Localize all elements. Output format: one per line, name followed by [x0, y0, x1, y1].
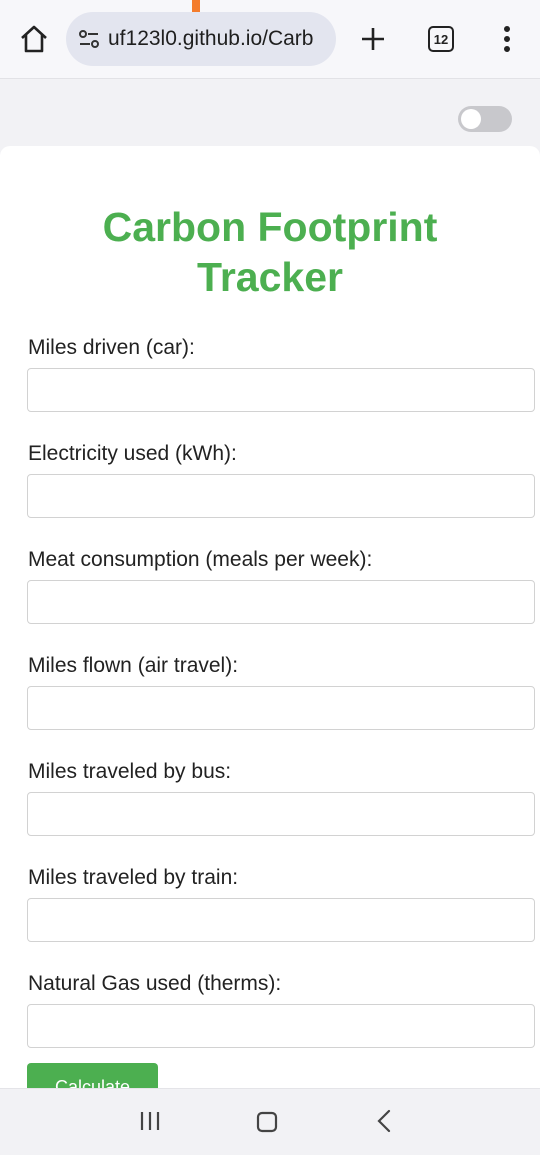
meat-consumption-input[interactable] [27, 580, 535, 624]
miles-driven-input[interactable] [27, 368, 535, 412]
address-bar[interactable]: uf123l0.github.io/Carb [66, 12, 336, 66]
home-icon [256, 1111, 278, 1133]
toggle-knob [461, 109, 481, 129]
train-miles-label: Miles traveled by train: [28, 866, 239, 889]
theme-toggle[interactable] [458, 106, 512, 132]
tab-count: 12 [433, 31, 449, 47]
natural-gas-input[interactable] [27, 1004, 535, 1048]
browser-toolbar: uf123l0.github.io/Carb 12 [0, 0, 540, 79]
system-nav-bar [0, 1088, 540, 1155]
miles-flown-input[interactable] [27, 686, 535, 730]
home-icon [21, 25, 47, 53]
back-icon [377, 1109, 391, 1133]
system-home-button[interactable] [255, 1110, 279, 1134]
miles-driven-label: Miles driven (car): [28, 336, 195, 359]
electricity-label: Electricity used (kWh): [28, 442, 237, 465]
more-vert-icon [504, 26, 510, 52]
url-text[interactable]: uf123l0.github.io/Carb [108, 27, 314, 50]
system-back-button[interactable] [372, 1108, 396, 1134]
plus-icon [362, 28, 384, 50]
browser-home-button[interactable] [18, 24, 50, 54]
tab-switcher-button[interactable]: 12 [428, 26, 454, 52]
new-tab-button[interactable] [358, 24, 388, 54]
tune-icon[interactable] [78, 28, 100, 50]
recent-apps-icon [140, 1112, 160, 1130]
meat-consumption-label: Meat consumption (meals per week): [28, 548, 373, 571]
recent-apps-button[interactable] [138, 1109, 162, 1133]
page-title: Carbon Footprint Tracker [102, 204, 438, 300]
bus-miles-label: Miles traveled by bus: [28, 760, 232, 783]
browser-menu-button[interactable] [496, 24, 518, 54]
tracker-card: Carbon Footprint Tracker Miles driven (c… [0, 146, 540, 1111]
notification-indicator [192, 0, 200, 16]
natural-gas-label: Natural Gas used (therms): [28, 972, 282, 995]
bus-miles-input[interactable] [27, 792, 535, 836]
miles-flown-label: Miles flown (air travel): [28, 654, 239, 677]
electricity-input[interactable] [27, 474, 535, 518]
train-miles-input[interactable] [27, 898, 535, 942]
